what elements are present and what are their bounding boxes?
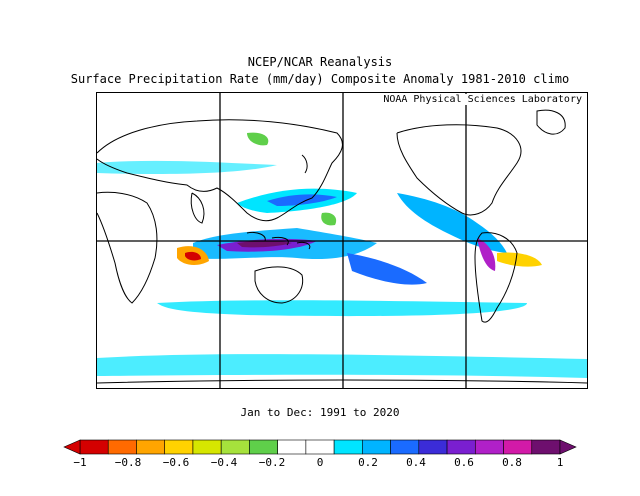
colorbar-swatch [136,439,166,455]
title-line-2: Surface Precipitation Rate (mm/day) Comp… [70,72,570,86]
anomaly-wet-north [97,160,277,175]
colorbar-swatch [474,439,504,455]
colorbar-arrow-high [559,439,577,455]
colorbar-swatch [446,439,476,455]
anomaly-field [97,132,587,378]
precipitation-anomaly-map: NOAA Physical Sciences Laboratory [96,92,588,389]
coastline-africa [97,191,158,304]
colorbar-swatch [418,439,448,455]
colorbar-swatch [277,439,307,455]
colorbar-swatch [249,439,278,455]
coastline-indonesia [246,232,311,250]
coastline-eurasia [97,119,343,222]
anomaly-wet-epacific [397,193,507,253]
anomaly-wet-southern [157,300,527,317]
colorbar-arrow-low [63,439,81,455]
colorbar-tick-label: −0.2 [258,456,286,469]
colorbar-tick-label: 1 [556,456,564,469]
colorbar-tick-label: 0.6 [454,456,474,469]
anomaly-wet-core-2 [237,240,292,248]
anomaly-dry-africa-core [185,251,201,261]
colorbar-swatch [305,439,335,455]
coastline-australia [254,266,304,304]
colorbar-tick-label: 0.2 [358,456,378,469]
colorbar-swatch [192,439,222,455]
period-label: Jan to Dec: 1991 to 2020 [240,406,400,419]
colorbar-tick-label: 0.8 [502,456,522,469]
colorbar-tick-label: −1 [73,456,87,469]
colorbar-swatch [503,439,533,455]
coastline-japan [301,154,308,174]
colorbar-swatch [107,439,137,455]
anomaly-wet-andes [477,238,496,271]
map-canvas [97,93,587,388]
colorbar-swatch [220,439,250,455]
colorbar-tick-label: −0.8 [114,456,142,469]
colorbar-swatch [531,439,561,455]
colorbar-swatch [362,439,391,455]
credit-label: NOAA Physical Sciences Laboratory [381,94,584,105]
colorbar-swatch [79,439,109,455]
anomaly-wet-spcz [347,253,427,285]
anomaly-dry-wpacific [321,212,337,226]
coastline-greenland [536,109,566,135]
anomaly-dry-atlantic [497,252,542,267]
colorbar-tick-label: −0.6 [162,456,190,469]
colorbar-tick-label: 0.4 [406,456,426,469]
colorbar [63,439,577,455]
coastline-antarctica [97,379,587,384]
colorbar-swatch [333,439,363,455]
anomaly-dry-asia [247,132,269,146]
colorbar-swatch [164,439,194,455]
colorbar-tick-label: 0 [316,456,324,469]
coastline-south-america [474,232,518,323]
title-line-1: NCEP/NCAR Reanalysis [247,55,393,69]
coastlines [97,109,587,384]
coastline-india [190,192,205,224]
colorbar-tick-label: −0.4 [210,456,238,469]
coastline-north-america [396,124,522,216]
graticule [97,93,587,388]
anomaly-wet-npacific-core [267,194,337,206]
colorbar-swatch [390,439,420,455]
